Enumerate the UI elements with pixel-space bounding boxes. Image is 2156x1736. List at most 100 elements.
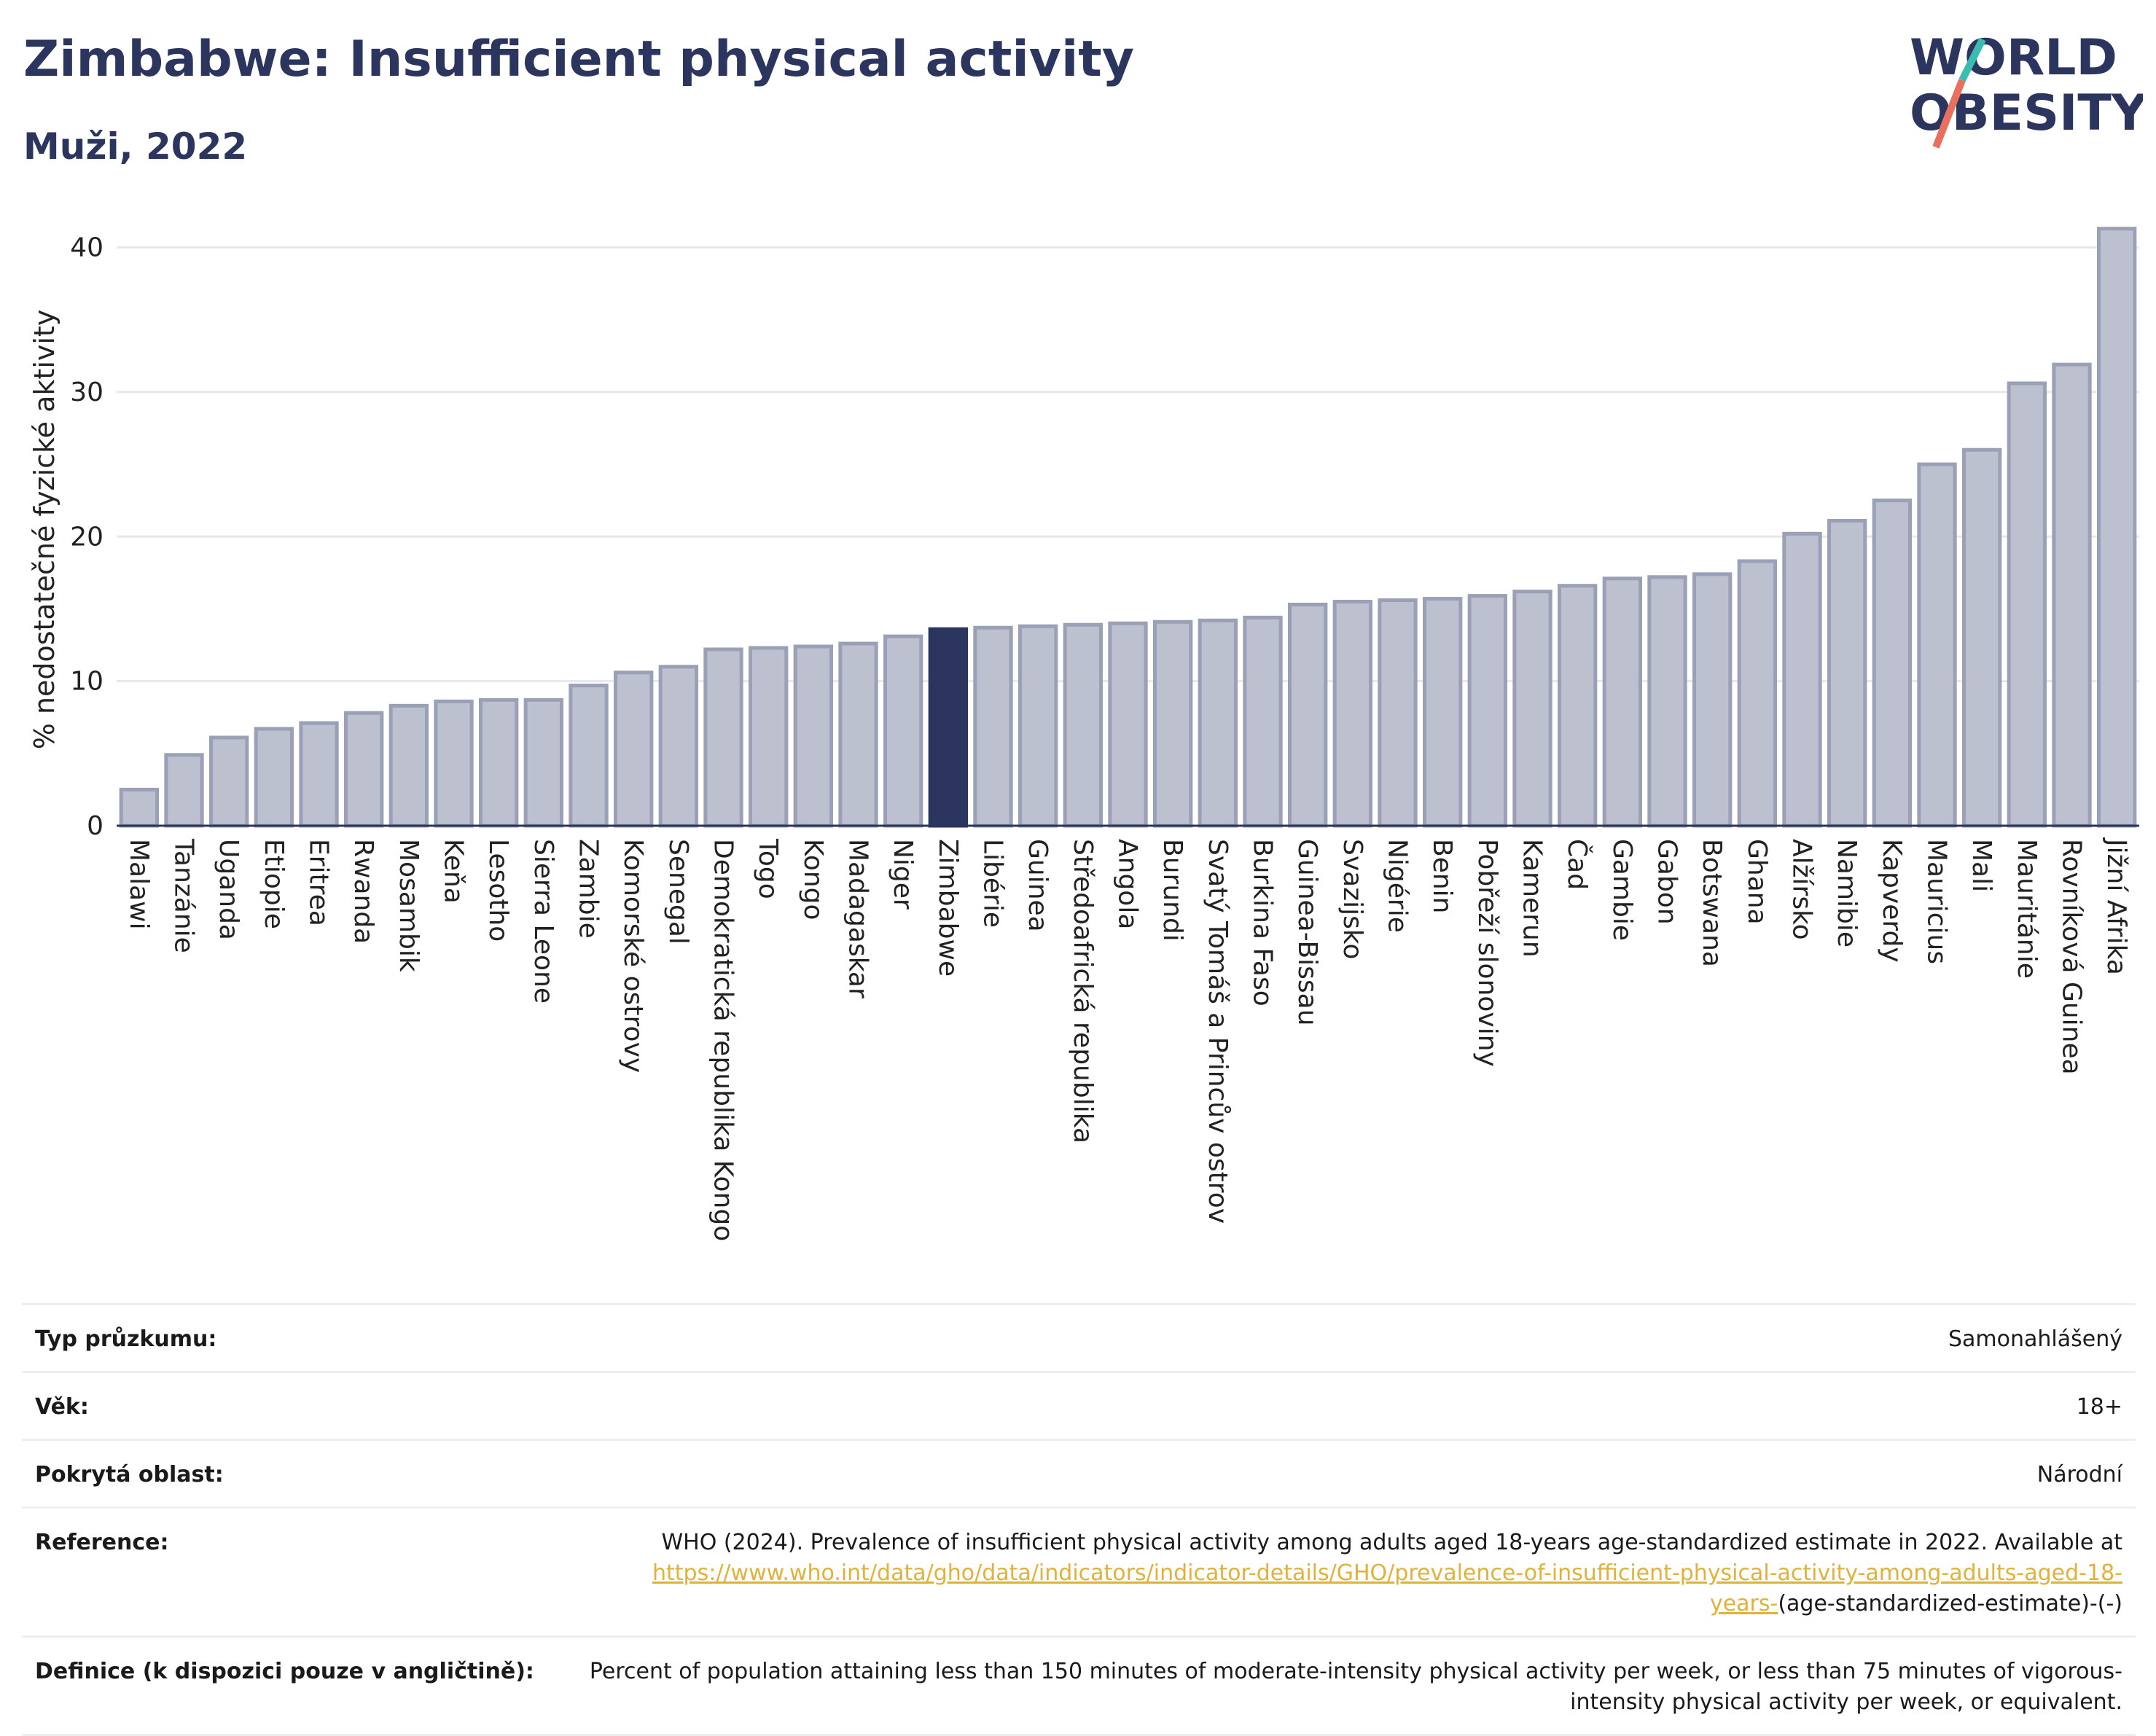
x-tick-label: Libérie <box>978 839 1008 928</box>
meta-label: Pokrytá oblast: <box>35 1462 224 1487</box>
y-tick-label: 40 <box>70 233 103 263</box>
bar-gambie[interactable] <box>1602 576 1643 828</box>
bar-botswana[interactable] <box>1692 572 1733 828</box>
meta-value: Národní <box>2036 1462 2122 1487</box>
bar-namibie[interactable] <box>1827 518 1867 828</box>
bar-guinea[interactable] <box>1018 624 1058 828</box>
x-tick-label: Guinea-Bissau <box>1292 839 1322 1026</box>
x-tick-label: Senegal <box>663 839 693 945</box>
bar-senegal[interactable] <box>658 665 699 828</box>
x-tick-label: Togo <box>753 838 783 899</box>
bar-eritrea[interactable] <box>299 721 339 828</box>
x-tick-label: Čad <box>1562 839 1593 890</box>
x-tick-label: Gabon <box>1652 839 1682 925</box>
x-tick-label: Zambie <box>574 839 604 939</box>
bar-guinea-bissau[interactable] <box>1288 602 1328 828</box>
bar-libérie[interactable] <box>973 625 1013 828</box>
x-tick-label: Komorské ostrovy <box>618 839 648 1073</box>
bar-gabon[interactable] <box>1647 575 1687 828</box>
meta-value: Percent of population attaining less tha… <box>589 1659 2122 1715</box>
logo-line1: WORLD <box>1910 29 2117 87</box>
bar-zimbabwe[interactable] <box>928 627 968 828</box>
bar-čad[interactable] <box>1558 584 1598 828</box>
meta-row-definition: Definice (k dispozici pouze v angličtině… <box>22 1635 2136 1736</box>
meta-row-survey-type: Typ průzkumu: Samonahlášený <box>22 1303 2136 1371</box>
reference-link[interactable]: https://www.who.int/data/gho/data/indica… <box>652 1560 2122 1616</box>
bar-uganda[interactable] <box>209 735 249 828</box>
bar-mosambik[interactable] <box>388 703 429 828</box>
x-tick-label: Niger <box>888 839 918 910</box>
reference-suffix: (age-standardized-estimate)-(-) <box>1778 1591 2122 1616</box>
x-tick-label: Benin <box>1427 839 1457 913</box>
bar-kapverdy[interactable] <box>1872 498 1913 828</box>
chart-subtitle: Muži, 2022 <box>23 125 248 168</box>
x-tick-label: Ghana <box>1742 839 1772 925</box>
x-tick-label: Kapverdy <box>1877 839 1907 963</box>
reference-text: WHO (2024). Prevalence of insufficient p… <box>661 1530 2122 1555</box>
bar-lesotho[interactable] <box>479 697 519 828</box>
x-tick-label: Keňa <box>439 839 469 904</box>
x-tick-label: Mosambik <box>394 839 423 972</box>
y-tick-label: 10 <box>70 667 103 697</box>
world-obesity-logo: WORLD OBESITY <box>1910 29 2143 149</box>
x-tick-label: Svatý Tomáš a Princův ostrov <box>1203 839 1233 1224</box>
bar-angola[interactable] <box>1108 621 1148 828</box>
meta-label: Typ průzkumu: <box>35 1326 217 1352</box>
meta-row-age: Věk: 18+ <box>22 1371 2136 1439</box>
x-tick-label: Svazijsko <box>1337 839 1367 959</box>
bar-niger[interactable] <box>883 634 923 828</box>
x-tick-label: Malawi <box>124 839 154 930</box>
bar-svatý-tomáš-a-princův-ostrov[interactable] <box>1198 618 1238 828</box>
bar-jižní-afrika[interactable] <box>2097 227 2137 828</box>
x-tick-label: Burkina Faso <box>1248 839 1278 1006</box>
bar-zambie[interactable] <box>569 684 609 828</box>
bar-etiopie[interactable] <box>254 727 294 828</box>
bar-benin[interactable] <box>1423 597 1463 828</box>
x-tick-label: Guinea <box>1023 839 1052 932</box>
y-tick-label: 0 <box>87 811 103 841</box>
bar-tanzánie[interactable] <box>164 753 204 828</box>
bar-svazijsko[interactable] <box>1332 600 1372 828</box>
logo-slash-teal <box>1958 37 1986 82</box>
bar-mauricius[interactable] <box>1917 462 1957 828</box>
x-tick-label: Eritrea <box>304 839 334 926</box>
bar-madagaskar[interactable] <box>838 641 878 828</box>
x-tick-label: Rwanda <box>348 839 378 944</box>
x-tick-label: Botswana <box>1697 839 1727 967</box>
meta-label: Věk: <box>35 1394 89 1420</box>
x-tick-label: Kongo <box>798 839 828 920</box>
bar-keňa[interactable] <box>434 699 474 828</box>
bar-nigérie[interactable] <box>1378 598 1418 828</box>
y-tick-label: 30 <box>70 378 103 407</box>
bar-burkina-faso[interactable] <box>1243 615 1283 828</box>
bar-kamerun[interactable] <box>1512 590 1552 828</box>
x-tick-label: Uganda <box>214 839 243 940</box>
logo-slash-coral <box>1932 79 1966 149</box>
x-tick-label: Jižní Afrika <box>2101 837 2131 975</box>
bar-pobřeží-slonoviny[interactable] <box>1467 594 1507 828</box>
x-tick-label: Etiopie <box>259 839 289 929</box>
bar-rovníková-guinea[interactable] <box>2052 362 2092 828</box>
bar-demokratická-republika-kongo[interactable] <box>703 647 743 828</box>
x-tick-label: Mali <box>1966 839 1996 892</box>
bar-ghana[interactable] <box>1737 559 1778 828</box>
bar-mali[interactable] <box>1962 447 2002 828</box>
bar-malawi[interactable] <box>119 787 160 828</box>
x-axis-labels: Malawi Tanzánie Uganda Etiopie Eritrea Rwanda… <box>124 837 2131 1241</box>
meta-label: Reference: <box>35 1530 169 1555</box>
bar-burundi[interactable] <box>1153 619 1193 828</box>
bar-středoafrická-republika[interactable] <box>1063 622 1103 828</box>
bar-sierra-leone[interactable] <box>523 697 564 828</box>
bar-togo[interactable] <box>749 646 789 828</box>
x-tick-label: Rovníková Guinea <box>2057 839 2087 1075</box>
x-tick-label: Tanzánie <box>169 838 199 953</box>
bar-rwanda[interactable] <box>344 711 384 828</box>
x-tick-label: Gambie <box>1607 839 1637 941</box>
metadata-table: Typ průzkumu: Samonahlášený Věk: 18+ Pok… <box>22 1303 2136 1736</box>
bar-alžírsko[interactable] <box>1782 531 1822 828</box>
meta-value: WHO (2024). Prevalence of insufficient p… <box>589 1528 2122 1619</box>
bar-mauritánie[interactable] <box>2007 381 2047 828</box>
x-tick-label: Burundi <box>1157 839 1187 942</box>
bar-komorské-ostrovy[interactable] <box>614 670 654 828</box>
bar-kongo[interactable] <box>793 644 833 828</box>
